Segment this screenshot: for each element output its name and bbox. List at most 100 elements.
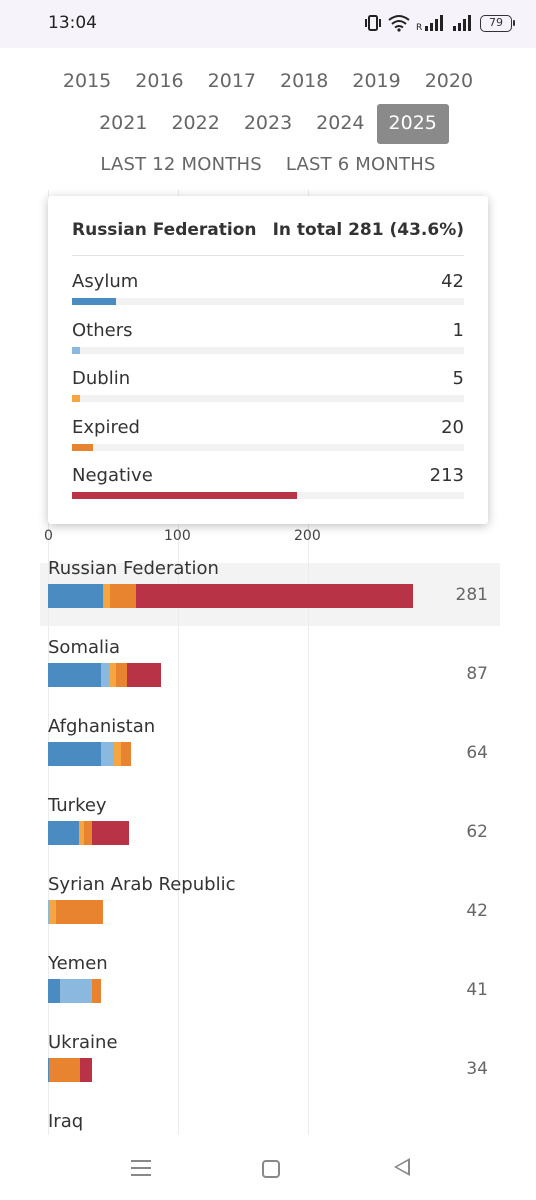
tooltip-bar-fill — [72, 492, 298, 499]
tooltip-row-expired: Expired 20 — [72, 417, 464, 463]
tooltip-bar-track — [72, 395, 464, 402]
country-label: Iraq — [48, 1111, 84, 1132]
home-icon[interactable] — [262, 1160, 280, 1178]
bar-segment-dublin[interactable] — [49, 900, 56, 924]
bar-segment-expired[interactable] — [110, 584, 137, 608]
bar-total-label: 64 — [466, 743, 488, 763]
status-icons: R 79 — [364, 14, 515, 32]
x-tick-label: 0 — [44, 528, 53, 544]
tooltip-row-negative: Negative 213 — [72, 465, 464, 511]
bar-segment-expired[interactable] — [84, 821, 93, 845]
bar-afghanistan[interactable] — [48, 742, 132, 766]
tooltip-item-name: Dublin — [72, 368, 131, 389]
year-button-2022[interactable]: 2022 — [171, 112, 220, 134]
bar-segment-asylum[interactable] — [48, 584, 103, 608]
country-label: Yemen — [48, 953, 108, 974]
gridline — [178, 190, 179, 1135]
chart-tooltip: Russian Federation In total 281 (43.6%) … — [48, 196, 488, 524]
bar-segment-others[interactable] — [102, 584, 104, 608]
tooltip-row-others: Others 1 — [72, 320, 464, 366]
bar-segment-dublin[interactable] — [79, 821, 85, 845]
year-button-2025[interactable]: 2025 — [376, 104, 449, 144]
tooltip-bar-track — [72, 298, 464, 305]
country-label: Turkey — [48, 795, 107, 816]
bar-somalia[interactable] — [48, 663, 162, 687]
tooltip-item-value: 1 — [452, 319, 464, 341]
country-label: Ukraine — [48, 1032, 118, 1053]
bar-russian-federation[interactable] — [48, 584, 414, 608]
bar-segment-expired[interactable] — [92, 979, 102, 1003]
wifi-icon — [388, 15, 410, 32]
bar-segment-negative[interactable] — [80, 1058, 93, 1082]
bar-segment-others[interactable] — [101, 663, 110, 687]
bar-segment-expired[interactable] — [120, 742, 132, 766]
bar-segment-asylum[interactable] — [48, 979, 60, 1003]
tooltip-row-asylum: Asylum 42 — [72, 271, 464, 317]
tooltip-item-name: Others — [72, 319, 133, 341]
bar-segment-dublin[interactable] — [90, 979, 93, 1003]
bar-segment-others[interactable] — [101, 742, 115, 766]
year-button-2017[interactable]: 2017 — [207, 70, 256, 92]
bar-total-label: 87 — [466, 664, 488, 684]
tooltip-item-value: 5 — [452, 368, 464, 389]
bar-total-label: 281 — [455, 585, 488, 605]
bar-segment-asylum[interactable] — [48, 1058, 50, 1082]
back-icon[interactable] — [394, 1158, 410, 1176]
year-row: 2015 2016 2017 2018 2019 2020 — [0, 62, 536, 102]
gridline — [308, 190, 309, 1135]
tooltip-country: Russian Federation — [72, 220, 257, 240]
year-button-2024[interactable]: 2024 — [316, 112, 365, 134]
bar-segment-dublin[interactable] — [103, 584, 111, 608]
tooltip-item-name: Asylum — [72, 271, 139, 292]
tooltip-item-value: 20 — [441, 416, 464, 438]
bar-segment-expired[interactable] — [55, 900, 103, 924]
year-button-2016[interactable]: 2016 — [135, 70, 184, 92]
bar-segment-expired[interactable] — [115, 663, 128, 687]
bar-segment-dublin[interactable] — [114, 742, 121, 766]
bar-segment-asylum[interactable] — [48, 663, 102, 687]
recent-apps-icon[interactable] — [131, 1160, 151, 1178]
tooltip-bar-fill — [72, 443, 94, 451]
country-label: Russian Federation — [48, 558, 219, 579]
bar-yemen[interactable] — [48, 979, 102, 1003]
year-button-2015[interactable]: 2015 — [62, 70, 112, 92]
bar-total-label: 42 — [466, 901, 488, 921]
bar-segment-negative[interactable] — [92, 821, 129, 845]
year-button-2018[interactable]: 2018 — [280, 70, 329, 92]
year-button-2023[interactable]: 2023 — [243, 112, 293, 134]
system-nav-bar — [0, 1138, 536, 1200]
bar-total-label: 62 — [466, 822, 488, 842]
period-row: LAST 12 MONTHS LAST 6 MONTHS — [0, 146, 536, 186]
tooltip-bar-fill — [72, 395, 80, 402]
country-label: Somalia — [48, 637, 121, 658]
bar-segment-asylum[interactable] — [48, 821, 80, 845]
bar-segment-expired[interactable] — [49, 1058, 81, 1082]
vibrate-icon — [365, 15, 381, 31]
bar-segment-negative[interactable] — [127, 663, 162, 687]
gridline — [48, 190, 49, 1135]
bar-turkey[interactable] — [48, 821, 129, 845]
tooltip-row-dublin: Dublin 5 — [72, 368, 464, 414]
bar-syrian-arab-republic[interactable] — [48, 900, 103, 924]
year-button-2020[interactable]: 2020 — [424, 70, 474, 92]
x-tick-label: 100 — [164, 528, 191, 544]
tooltip-item-value: 42 — [441, 271, 464, 292]
bar-segment-dublin[interactable] — [109, 663, 116, 687]
tooltip-item-value: 213 — [429, 465, 464, 486]
bar-segment-asylum[interactable] — [48, 742, 102, 766]
year-button-2019[interactable]: 2019 — [352, 70, 401, 92]
status-bar: 13:04 R 79 — [0, 0, 536, 48]
bar-segment-others[interactable] — [48, 900, 50, 924]
tooltip-bar-track — [72, 443, 464, 451]
tooltip-item-name: Expired — [72, 416, 140, 438]
period-button-last-12-months[interactable]: LAST 12 MONTHS — [100, 154, 262, 175]
year-button-2021[interactable]: 2021 — [99, 112, 148, 134]
bar-ukraine[interactable] — [48, 1058, 93, 1082]
tooltip-bar-track — [72, 346, 464, 354]
bar-segment-negative[interactable] — [136, 584, 414, 608]
period-button-last-6-months[interactable]: LAST 6 MONTHS — [285, 154, 436, 175]
bar-segment-others[interactable] — [59, 979, 91, 1003]
tooltip-item-name: Negative — [72, 465, 153, 486]
country-label: Afghanistan — [48, 716, 156, 737]
